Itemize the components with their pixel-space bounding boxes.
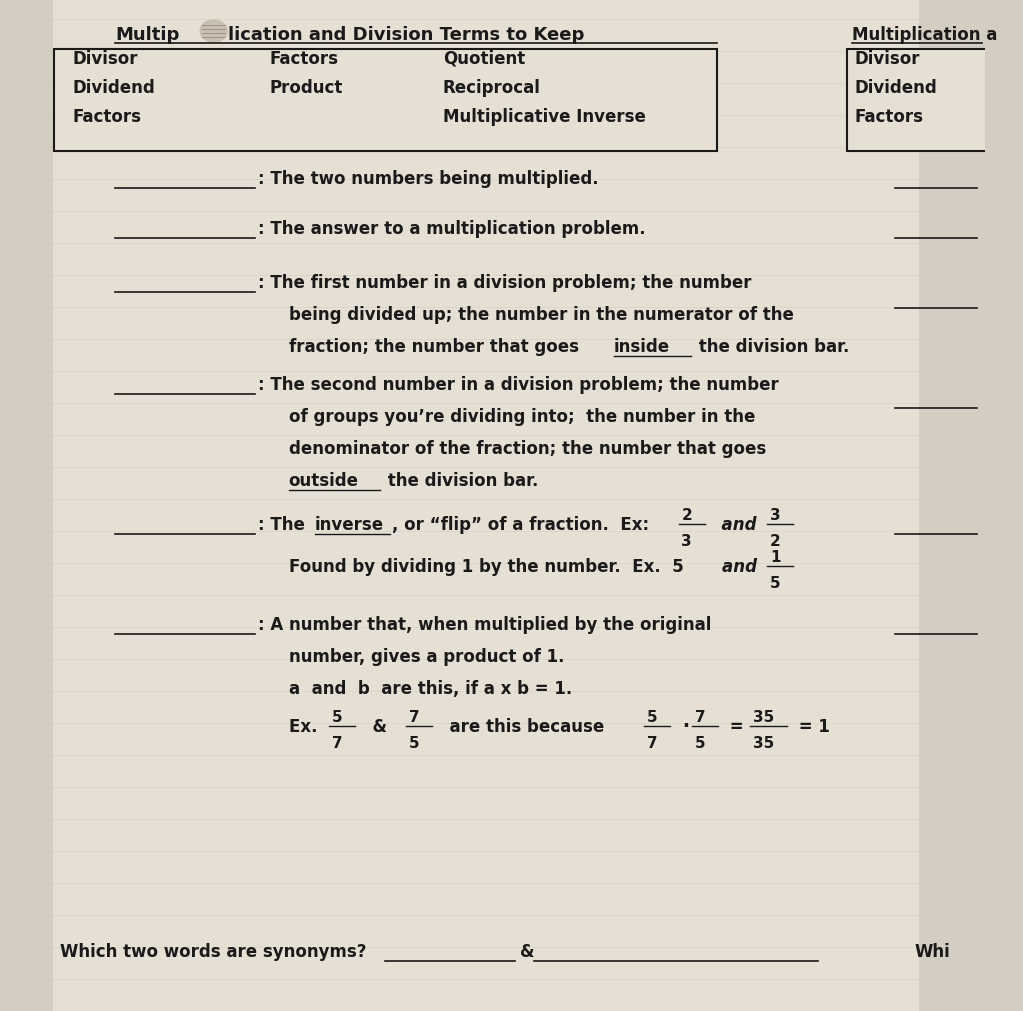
Text: 5: 5 [409,735,419,750]
Text: Multiplication a: Multiplication a [852,26,997,43]
Text: lication and Division Terms to Keep: lication and Division Terms to Keep [228,26,584,43]
Text: inverse: inverse [315,516,384,534]
Text: Quotient: Quotient [443,50,525,68]
Text: 7: 7 [332,735,343,750]
Text: 5: 5 [647,710,658,724]
Ellipse shape [201,21,227,42]
FancyBboxPatch shape [53,0,919,1011]
Text: : The two numbers being multiplied.: : The two numbers being multiplied. [258,170,598,188]
Text: &: & [361,717,398,735]
Text: and: and [722,557,768,575]
Text: Dividend: Dividend [73,79,154,97]
Text: number, gives a product of 1.: number, gives a product of 1. [288,647,565,665]
Text: being divided up; the number in the numerator of the: being divided up; the number in the nume… [288,305,794,324]
Text: , or “flip” of a fraction.  Ex:: , or “flip” of a fraction. Ex: [392,516,655,534]
Text: 35: 35 [753,735,773,750]
Text: : The: : The [258,516,311,534]
Text: 7: 7 [695,710,706,724]
Text: : The second number in a division problem; the number: : The second number in a division proble… [258,376,779,393]
Text: 5: 5 [695,735,706,750]
Text: the division bar.: the division bar. [693,338,849,356]
Text: Multip: Multip [116,26,180,43]
Text: 3: 3 [681,534,692,548]
Text: : A number that, when multiplied by the original: : A number that, when multiplied by the … [258,616,711,633]
Text: Product: Product [269,79,343,97]
Text: Divisor: Divisor [854,50,920,68]
Text: the division bar.: the division bar. [382,471,538,489]
Text: ·: · [675,716,697,735]
Text: &: & [520,942,534,960]
Text: Factors: Factors [269,50,339,68]
Text: 1: 1 [770,549,781,564]
Text: Factors: Factors [73,108,141,126]
Text: Dividend: Dividend [854,79,937,97]
Text: 7: 7 [409,710,419,724]
Text: are this because: are this because [438,717,616,735]
Text: : The first number in a division problem; the number: : The first number in a division problem… [258,274,752,292]
Text: =: = [723,717,749,735]
Text: = 1: = 1 [793,717,830,735]
Text: fraction; the number that goes: fraction; the number that goes [288,338,584,356]
Text: denominator of the fraction; the number that goes: denominator of the fraction; the number … [288,440,766,458]
Text: and: and [710,516,768,534]
Text: a  and  b  are this, if a x b = 1.: a and b are this, if a x b = 1. [288,679,572,698]
Text: Found by dividing 1 by the number.  Ex.  5: Found by dividing 1 by the number. Ex. 5 [288,557,695,575]
FancyBboxPatch shape [54,50,717,152]
Text: of groups you’re dividing into;  the number in the: of groups you’re dividing into; the numb… [288,407,755,426]
Text: inside: inside [614,338,670,356]
Text: 5: 5 [332,710,343,724]
Text: Multiplicative Inverse: Multiplicative Inverse [443,108,646,126]
FancyBboxPatch shape [847,50,987,152]
Text: 35: 35 [753,710,773,724]
Text: Ex.: Ex. [288,717,328,735]
Text: Which two words are synonyms?: Which two words are synonyms? [59,942,366,960]
Text: 7: 7 [647,735,658,750]
Text: 3: 3 [770,508,781,523]
Text: 5: 5 [770,575,781,590]
Text: Whi: Whi [915,942,950,960]
Text: Reciprocal: Reciprocal [443,79,540,97]
Text: outside: outside [288,471,359,489]
Text: 2: 2 [681,508,693,523]
Text: Divisor: Divisor [73,50,138,68]
Text: Factors: Factors [854,108,924,126]
Text: 2: 2 [770,534,781,548]
Text: : The answer to a multiplication problem.: : The answer to a multiplication problem… [258,219,646,238]
